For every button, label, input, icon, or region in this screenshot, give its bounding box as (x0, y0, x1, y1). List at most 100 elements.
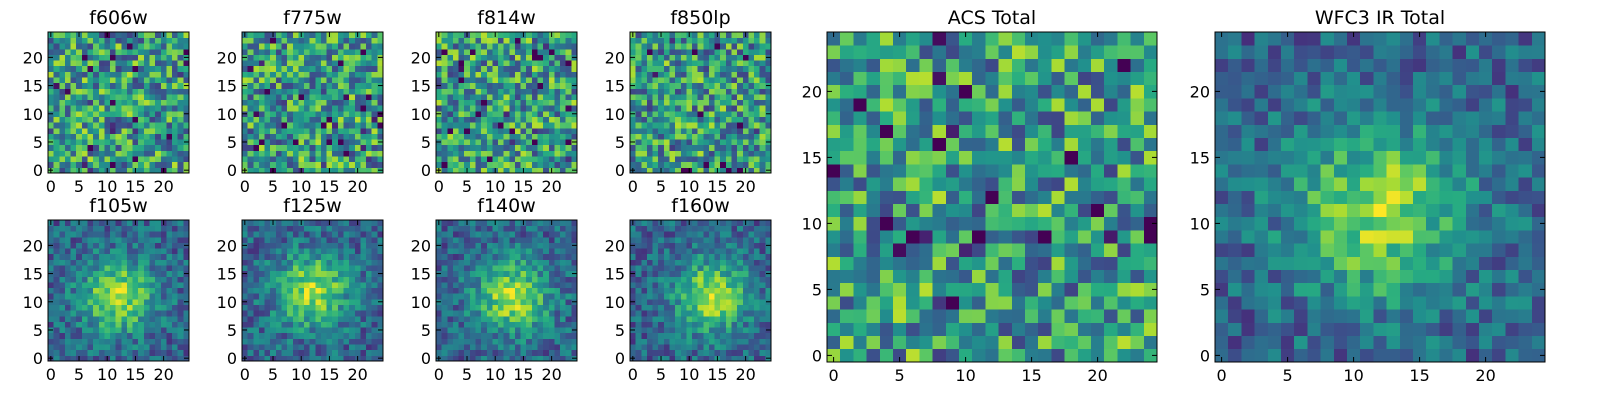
heatmap-cell (144, 111, 150, 117)
heatmap-cell (470, 167, 476, 173)
heatmap-cell (253, 350, 259, 356)
heatmap-cell (144, 105, 150, 111)
heatmap-cell (253, 355, 259, 361)
heatmap-cell (743, 94, 749, 100)
heatmap-cell (110, 88, 116, 94)
heatmap-cell (248, 162, 254, 168)
heatmap-cell (664, 77, 670, 83)
heatmap-cell (71, 276, 77, 282)
heatmap-cell (560, 100, 566, 106)
heatmap-cell (355, 100, 361, 106)
heatmap-cell (110, 145, 116, 151)
heatmap-cell (360, 49, 366, 55)
heatmap-cell (765, 322, 771, 328)
heatmap-cell (366, 310, 372, 316)
heatmap-cell (681, 71, 687, 77)
heatmap-cell (121, 55, 127, 61)
heatmap-cell (669, 94, 675, 100)
heatmap-cell (248, 243, 254, 249)
heatmap-cell (298, 71, 304, 77)
heatmap-cell (172, 77, 178, 83)
heatmap-cell (653, 38, 659, 44)
heatmap-cell (543, 282, 549, 288)
heatmap-cell (538, 94, 544, 100)
heatmap-cell (681, 162, 687, 168)
heatmap-cell (630, 150, 636, 156)
heatmap-cell (82, 243, 88, 249)
heatmap-cell (754, 350, 760, 356)
heatmap-cell (349, 100, 355, 106)
heatmap-cell (653, 105, 659, 111)
heatmap-cell (166, 220, 172, 226)
heatmap-cell (265, 105, 271, 111)
heatmap-cell (332, 220, 338, 226)
heatmap-cell (686, 150, 692, 156)
heatmap-cell (99, 83, 105, 89)
heatmap-cell (636, 333, 642, 339)
heatmap-cell (470, 32, 476, 38)
heatmap-cell (310, 77, 316, 83)
heatmap-cell (521, 327, 527, 333)
heatmap-cell (459, 150, 465, 156)
heatmap-cell (110, 338, 116, 344)
heatmap-cell (487, 254, 493, 260)
heatmap-cell (248, 231, 254, 237)
heatmap-cell (304, 139, 310, 145)
heatmap-cell (504, 344, 510, 350)
heatmap-cell (743, 288, 749, 294)
heatmap-cell (133, 43, 139, 49)
heatmap-cell (161, 43, 167, 49)
heatmap-cell (349, 310, 355, 316)
heatmap-cell (636, 32, 642, 38)
heatmap-cell (76, 299, 82, 305)
heatmap-cell (521, 105, 527, 111)
heatmap-cell (658, 134, 664, 140)
heatmap-cell (653, 355, 659, 361)
heatmap-cell (298, 248, 304, 254)
heatmap-cell (726, 276, 732, 282)
heatmap-cell (669, 162, 675, 168)
heatmap-cell (504, 134, 510, 140)
heatmap-cell (310, 167, 316, 173)
heatmap-cell (144, 38, 150, 44)
heatmap-cell (327, 350, 333, 356)
heatmap-cell (242, 310, 248, 316)
heatmap-cell (138, 254, 144, 260)
heatmap-cell (166, 77, 172, 83)
heatmap-cell (304, 355, 310, 361)
heatmap-cell (532, 145, 538, 151)
heatmap-cell (355, 43, 361, 49)
heatmap-cell (121, 156, 127, 162)
heatmap-cell (653, 66, 659, 72)
heatmap-cell (270, 231, 276, 237)
heatmap-cell (138, 322, 144, 328)
heatmap-cell (315, 100, 321, 106)
heatmap-cell (487, 122, 493, 128)
heatmap-cell (99, 259, 105, 265)
heatmap-cell (65, 254, 71, 260)
heatmap-cell (732, 60, 738, 66)
heatmap-cell (647, 305, 653, 311)
heatmap-cell (287, 276, 293, 282)
heatmap-cell (321, 55, 327, 61)
heatmap-cell (259, 316, 265, 322)
heatmap-cell (372, 105, 378, 111)
heatmap-cell (675, 77, 681, 83)
heatmap-cell (276, 316, 282, 322)
heatmap-cell (703, 83, 709, 89)
heatmap-cell (748, 100, 754, 106)
heatmap-cell (560, 105, 566, 111)
heatmap-cell (509, 226, 515, 232)
heatmap-cell (287, 333, 293, 339)
heatmap-cell (248, 293, 254, 299)
heatmap-cell (287, 66, 293, 72)
heatmap-cell (715, 83, 721, 89)
heatmap-cell (166, 254, 172, 260)
heatmap-cell (293, 299, 299, 305)
heatmap-cell (692, 293, 698, 299)
heatmap-cell (155, 60, 161, 66)
heatmap-cell (121, 111, 127, 117)
heatmap-cell (636, 316, 642, 322)
heatmap-cell (321, 350, 327, 356)
